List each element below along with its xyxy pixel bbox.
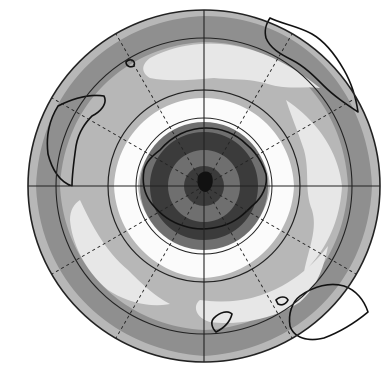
coastline-antarctica: [142, 127, 268, 230]
coastline-islands: [125, 59, 289, 306]
coastline-new-zealand: [211, 311, 233, 333]
coastline-south-america: [46, 94, 106, 187]
meridian-30: [203, 33, 293, 187]
light-band-c: [70, 200, 170, 306]
meridian-240: [51, 185, 205, 275]
meridian-210: [115, 185, 205, 339]
meridian-60: [203, 97, 357, 187]
white-ring: [114, 98, 294, 278]
light-band-d: [195, 246, 328, 324]
coastline-africa: [264, 17, 359, 113]
light-band-a: [143, 43, 320, 88]
meridian-150: [203, 185, 293, 339]
meridian-120: [203, 185, 357, 275]
dark-core-ring: [150, 132, 258, 240]
coastline-australia: [288, 283, 369, 341]
coastlines: [46, 17, 369, 341]
meridians-dashed: [51, 33, 357, 339]
meridian-300: [51, 97, 205, 187]
meridian-330: [115, 33, 205, 187]
pole-dark-blob: [197, 171, 213, 192]
